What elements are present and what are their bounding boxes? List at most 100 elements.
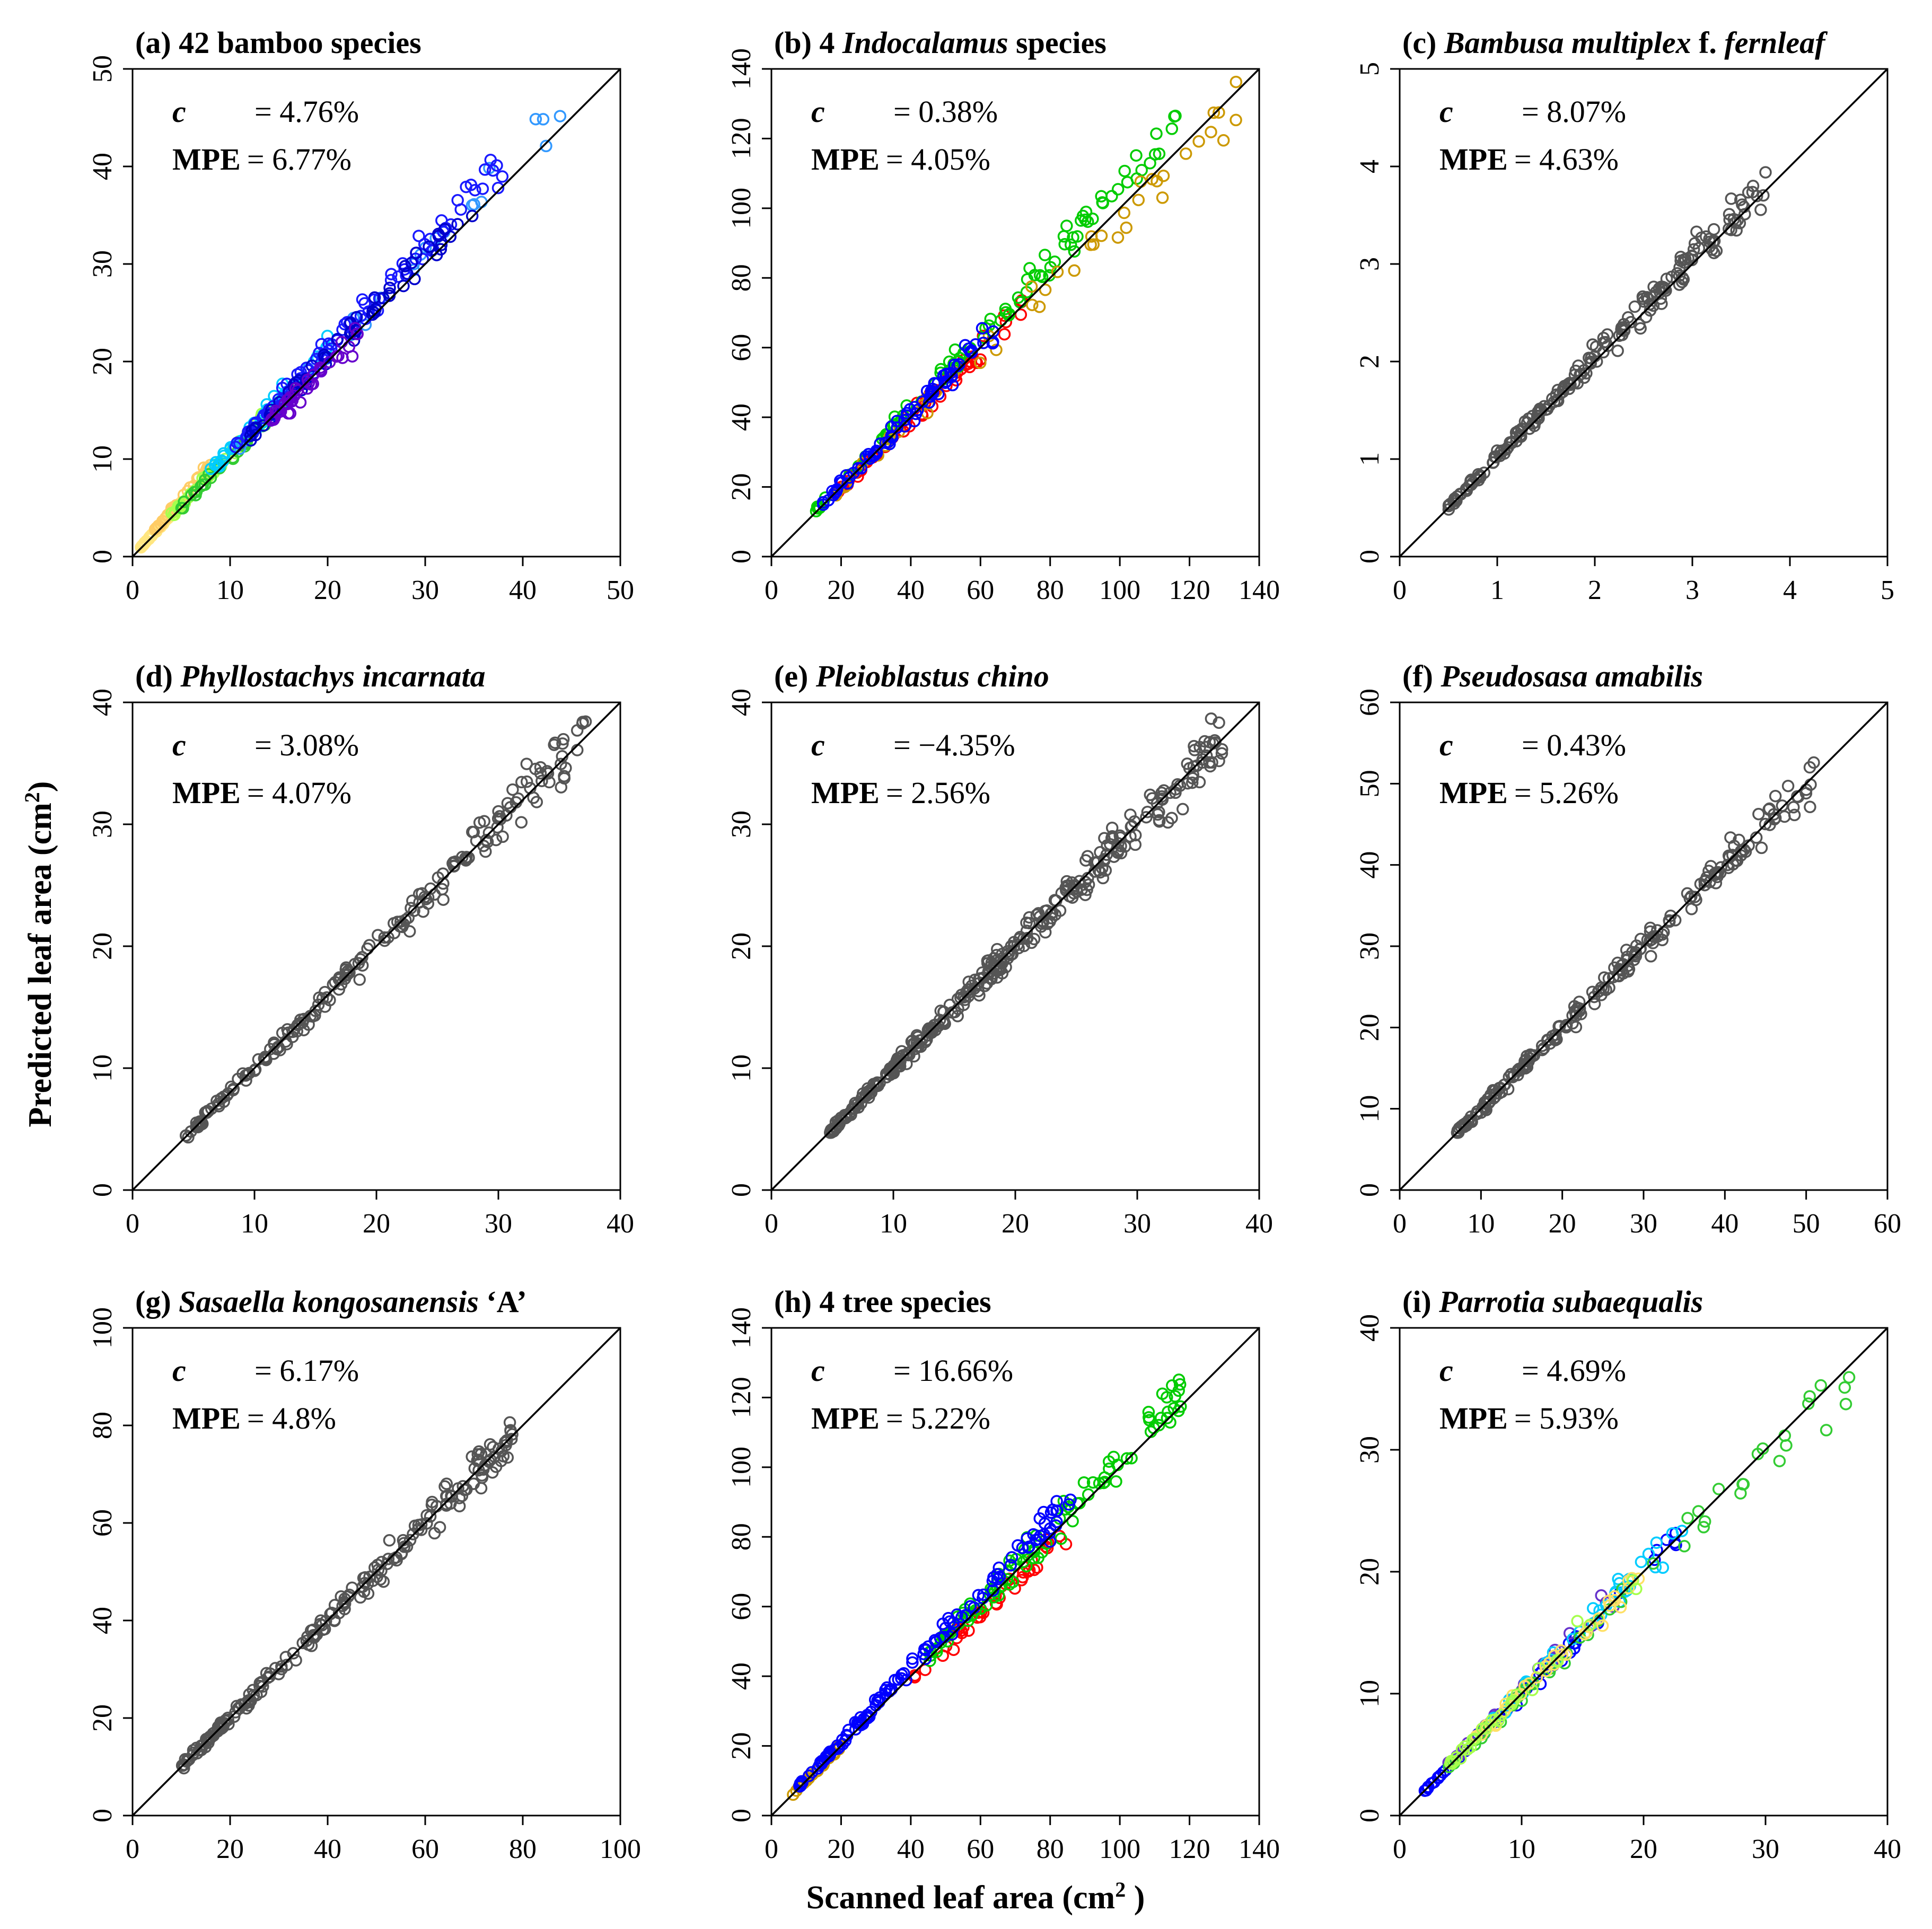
data-point [1203, 756, 1216, 769]
data-point [1064, 239, 1077, 251]
panel-g: (g) Sasaella kongosanensis ‘A’ 0 20 40 60 80 1… [87, 1284, 641, 1864]
x-tick-label: 0 [126, 575, 139, 605]
mpe-statistic: MPE = 4.8% [172, 1401, 336, 1435]
data-point [196, 472, 209, 485]
data-point [1450, 495, 1463, 507]
data-point [868, 449, 881, 462]
data-point [1142, 1405, 1155, 1419]
data-point [984, 312, 997, 325]
data-point [478, 163, 491, 176]
data-point [315, 1619, 329, 1632]
y-tick-label: 5 [1355, 62, 1385, 76]
x-tick-label: 30 [485, 1209, 512, 1239]
panel-label: (d) [135, 659, 180, 693]
data-point [1004, 1559, 1017, 1572]
title-part: fernleaf [1724, 25, 1828, 60]
x-tick-label: 80 [509, 1834, 537, 1864]
data-point [403, 1534, 417, 1547]
scatter-points [787, 1373, 1187, 1801]
y-tick-label: 50 [1355, 770, 1385, 797]
data-point [1026, 298, 1039, 311]
data-point [1050, 1495, 1063, 1508]
data-point [222, 1087, 235, 1100]
data-point [477, 839, 490, 852]
data-point [1077, 1476, 1091, 1489]
data-point [1451, 490, 1464, 503]
x-tick-label: 80 [1037, 1834, 1064, 1864]
data-point [1602, 972, 1615, 985]
data-point [1650, 1536, 1663, 1549]
data-point [1111, 231, 1125, 244]
data-point [340, 961, 353, 974]
data-point [1153, 814, 1166, 827]
data-point [1739, 845, 1752, 858]
data-point [1664, 909, 1677, 922]
data-point [1733, 833, 1745, 847]
data-point [1071, 230, 1084, 243]
data-point [1157, 169, 1170, 182]
data-point [372, 929, 384, 941]
c-label: c [1439, 728, 1453, 762]
data-point [385, 268, 398, 280]
data-point [1205, 126, 1217, 138]
y-tick-label: 10 [726, 1054, 757, 1082]
data-point [1230, 75, 1243, 89]
data-point [1530, 1671, 1543, 1684]
c-label: c [172, 1353, 186, 1388]
data-point [351, 328, 364, 340]
mpe-value: = 5.26% [1514, 776, 1619, 810]
data-point [1033, 301, 1046, 313]
data-point [1678, 1540, 1691, 1553]
y-tick-label: 140 [726, 48, 757, 90]
data-point [1125, 1452, 1138, 1465]
data-point [1020, 932, 1033, 945]
data-point [1039, 926, 1052, 939]
data-point [1156, 793, 1169, 806]
data-point [1734, 193, 1747, 206]
data-point [479, 1459, 491, 1472]
data-point [1132, 193, 1145, 206]
data-point [554, 110, 567, 122]
data-point [1038, 1517, 1051, 1530]
y-tick-label: 40 [726, 689, 757, 716]
y-tick-label: 20 [726, 473, 757, 501]
identity-line [770, 68, 1260, 558]
data-point [1213, 106, 1225, 119]
data-point [1196, 753, 1209, 766]
data-point [1647, 299, 1660, 312]
data-point [1655, 297, 1668, 310]
data-point [1039, 284, 1052, 296]
data-point [179, 1129, 192, 1142]
identity-line [1399, 1327, 1889, 1817]
data-point [409, 252, 422, 266]
y-tick-label: 120 [726, 1377, 757, 1418]
data-point [1788, 808, 1801, 822]
data-point [1763, 802, 1776, 815]
data-point [942, 1611, 955, 1625]
data-point [486, 1466, 499, 1479]
data-point [1568, 376, 1581, 389]
x-tick-label: 40 [314, 1834, 341, 1864]
x-tick-label: 20 [363, 1209, 390, 1239]
data-point [496, 170, 509, 183]
y-tick-label: 80 [726, 1523, 757, 1551]
y-tick-label: 30 [87, 811, 118, 838]
data-point [1802, 1397, 1815, 1410]
data-point [397, 279, 410, 293]
data-point [906, 1656, 919, 1669]
c-statistic: c = −4.35% [811, 728, 1015, 762]
c-statistic: c = 0.43% [1439, 728, 1626, 762]
y-tick-label: 0 [1355, 1809, 1385, 1822]
data-point [496, 830, 509, 843]
y-tick-label: 80 [726, 264, 757, 292]
data-point [1486, 1714, 1498, 1727]
x-tick-label: 20 [1630, 1834, 1657, 1864]
title-part: Pleioblastus chino [815, 659, 1049, 693]
c-label: c [1439, 94, 1453, 129]
y-tick-label: 0 [1355, 1183, 1385, 1197]
y-tick-label: 10 [1355, 1680, 1385, 1707]
c-statistic: c = 0.38% [811, 94, 998, 129]
data-point [1778, 1429, 1792, 1442]
data-point [945, 1628, 959, 1641]
data-point [987, 336, 999, 348]
